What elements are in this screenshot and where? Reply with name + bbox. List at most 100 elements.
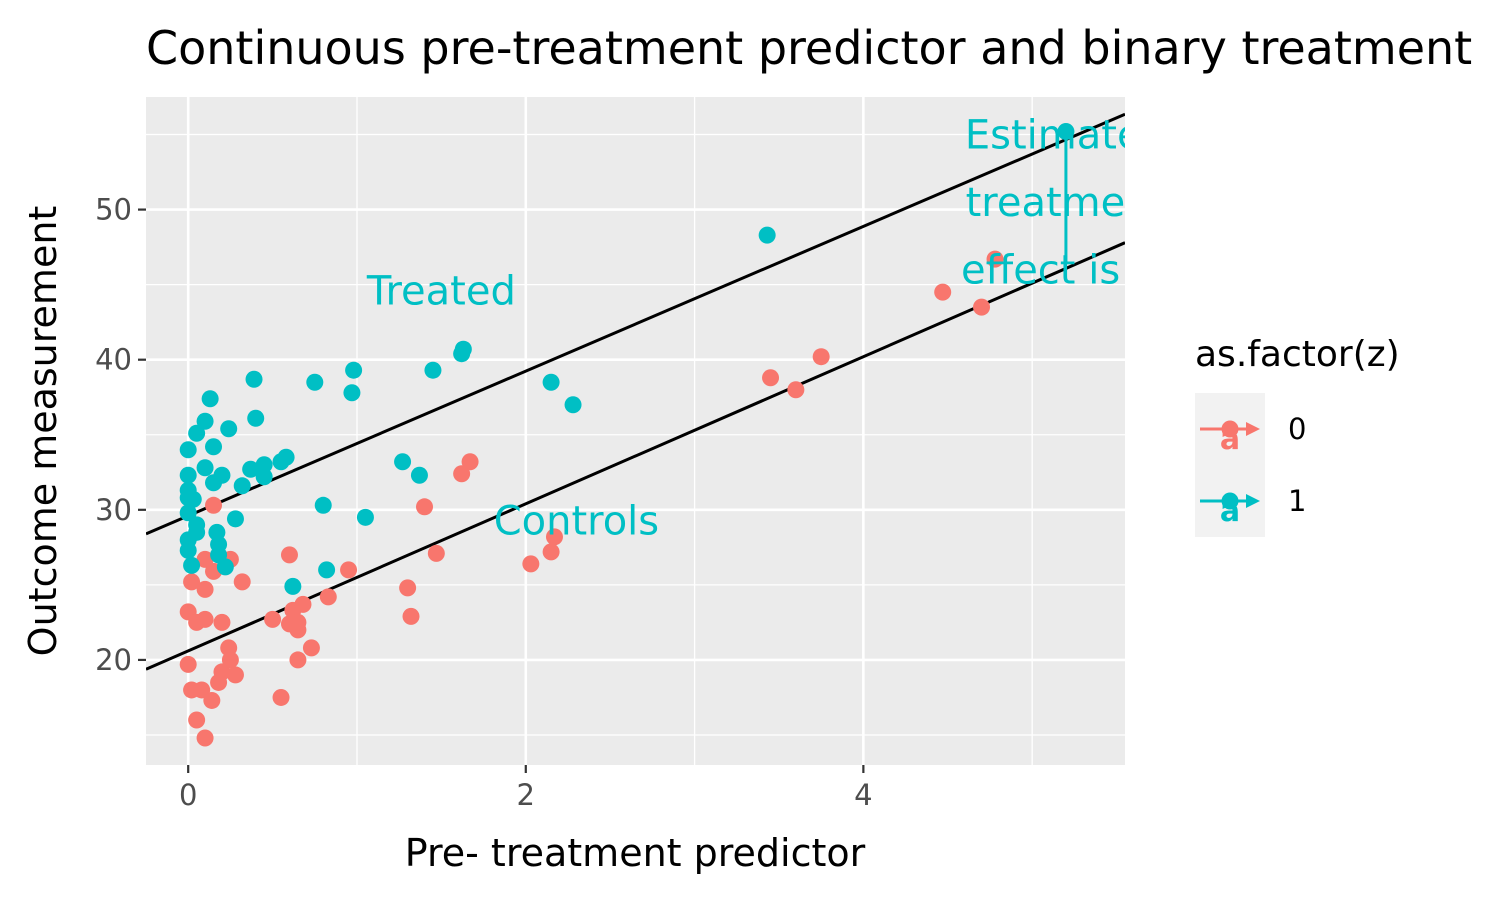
point-1 — [356, 508, 374, 526]
point-0 — [196, 610, 214, 628]
point-0 — [461, 453, 479, 471]
point-0 — [196, 580, 214, 598]
x-tick-label: 2 — [517, 778, 535, 812]
legend-label: 1 — [1288, 484, 1306, 518]
legend: as.factor(z) a 0 a 1 — [1195, 334, 1400, 537]
point-0 — [399, 579, 417, 597]
point-0 — [522, 555, 540, 573]
point-0 — [812, 348, 830, 366]
point-1 — [247, 409, 265, 427]
point-1 — [233, 477, 251, 495]
point-0 — [762, 369, 780, 387]
annotation-label: treatment — [966, 180, 1167, 226]
point-1 — [179, 541, 197, 559]
point-0 — [196, 729, 214, 747]
point-1 — [188, 424, 206, 442]
point-1 — [343, 384, 361, 402]
point-1 — [226, 510, 244, 528]
x-tick-label: 4 — [854, 778, 872, 812]
point-0 — [233, 573, 251, 591]
annotation-label: Treated — [366, 269, 516, 315]
data-points — [179, 226, 1004, 747]
annotation-label: Estimated — [965, 113, 1167, 159]
point-0 — [973, 298, 991, 316]
legend-key-point — [1221, 492, 1239, 510]
annotations: Treated Controls Estimated treatment effect … — [366, 113, 1167, 545]
y-tick-label: 20 — [95, 643, 132, 677]
legend-key-text: a — [1220, 422, 1240, 457]
y-axis: 20 30 40 50 — [95, 193, 146, 677]
point-1 — [424, 361, 442, 379]
point-1 — [245, 370, 263, 388]
point-0 — [319, 588, 337, 606]
point-0 — [402, 607, 420, 625]
fit-lines — [146, 112, 1125, 671]
point-1 — [255, 456, 273, 474]
point-0 — [934, 283, 952, 301]
fit-line-0 — [146, 241, 1125, 671]
annotation-label: Controls — [494, 498, 659, 544]
legend-key-point — [1221, 420, 1239, 438]
point-0 — [272, 688, 290, 706]
point-0 — [542, 543, 560, 561]
point-1 — [216, 558, 234, 576]
y-axis-title: Outcome measurement — [21, 206, 65, 657]
effect-bracket-point — [1057, 123, 1075, 141]
legend-key-text: a — [1220, 494, 1240, 529]
grid-major — [146, 97, 1125, 765]
point-0 — [193, 681, 211, 699]
x-axis-title: Pre- treatment predictor — [405, 831, 866, 875]
point-0 — [787, 381, 805, 399]
point-1 — [454, 340, 472, 358]
point-1 — [179, 466, 197, 484]
point-0 — [280, 546, 298, 564]
point-0 — [986, 250, 1004, 268]
point-1 — [394, 453, 412, 471]
point-1 — [183, 556, 201, 574]
point-1 — [213, 466, 231, 484]
point-0 — [453, 465, 471, 483]
point-1 — [758, 226, 776, 244]
point-1 — [410, 466, 428, 484]
point-0 — [226, 666, 244, 684]
point-0 — [294, 595, 312, 613]
point-1 — [564, 396, 582, 414]
point-0 — [220, 639, 238, 657]
y-tick-label: 40 — [95, 343, 132, 377]
point-1 — [345, 361, 363, 379]
point-0 — [188, 711, 206, 729]
point-0 — [203, 691, 221, 709]
point-1 — [179, 504, 197, 522]
annotation-label: effect is — [961, 248, 1120, 294]
point-1 — [542, 373, 560, 391]
point-1 — [220, 420, 238, 438]
y-tick-label: 50 — [95, 193, 132, 227]
point-0 — [183, 573, 201, 591]
point-1 — [277, 448, 295, 466]
point-1 — [196, 412, 214, 430]
point-1 — [188, 523, 206, 541]
point-1 — [205, 438, 223, 456]
legend-title: as.factor(z) — [1195, 334, 1400, 375]
x-axis: 0 2 4 — [179, 765, 873, 812]
point-0 — [289, 613, 307, 631]
point-0 — [302, 639, 320, 657]
point-0 — [264, 610, 282, 628]
legend-keys: a 0 a 1 — [1195, 393, 1306, 537]
point-1 — [314, 496, 332, 514]
point-0 — [196, 550, 214, 568]
point-1 — [201, 390, 219, 408]
x-tick-label: 0 — [179, 778, 197, 812]
chart-title: Continuous pre-treatment predictor and b… — [146, 21, 1472, 75]
legend-label: 0 — [1288, 412, 1306, 446]
point-1 — [179, 441, 197, 459]
point-1 — [196, 459, 214, 477]
point-0 — [179, 655, 197, 673]
point-0 — [427, 544, 445, 562]
point-1 — [255, 468, 273, 486]
point-1 — [284, 577, 302, 595]
legend-key-arrow — [1246, 422, 1260, 436]
point-0 — [213, 663, 231, 681]
point-0 — [340, 561, 358, 579]
